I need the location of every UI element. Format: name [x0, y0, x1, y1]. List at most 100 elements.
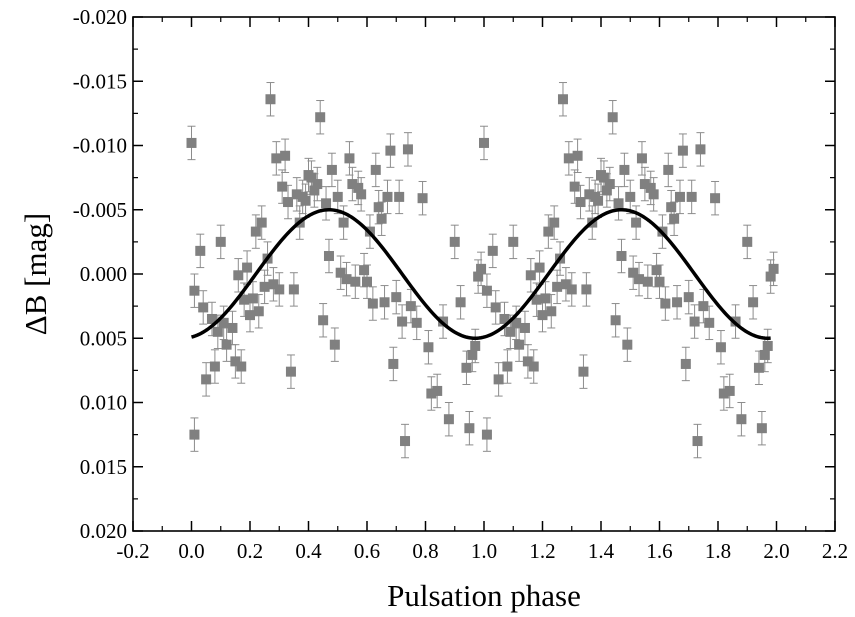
data-point	[245, 310, 255, 321]
data-point	[288, 284, 299, 295]
data-point	[367, 298, 378, 309]
data-point	[581, 284, 592, 295]
data-point	[566, 284, 577, 295]
data-point	[481, 429, 492, 440]
data-point	[546, 306, 557, 317]
data-point	[759, 349, 770, 360]
data-point	[552, 281, 563, 292]
y-tick-label: 0.000	[80, 262, 127, 286]
data-point	[271, 153, 282, 164]
y-tick-label: -0.015	[73, 69, 127, 93]
data-point	[323, 251, 334, 262]
data-point	[686, 191, 697, 202]
data-point	[502, 361, 513, 372]
data-point	[411, 317, 422, 328]
y-tick-label: 0.015	[80, 455, 127, 479]
data-point	[674, 191, 685, 202]
data-point	[557, 94, 568, 105]
data-point	[511, 317, 522, 328]
data-point	[221, 339, 232, 350]
data-point	[604, 179, 615, 190]
x-tick-label: 0.6	[354, 539, 380, 563]
data-point	[525, 270, 536, 281]
data-point	[464, 423, 475, 434]
data-point	[397, 316, 408, 327]
data-point	[560, 279, 571, 290]
x-axis-ticks: -0.2 0.0 0.2 0.4 0.6 0.8 1.0 1.2 1.4 1.6 1.8 2.0 2.2	[116, 17, 848, 563]
data-point	[265, 94, 276, 105]
data-point	[593, 195, 604, 206]
data-point	[698, 301, 709, 312]
data-point	[274, 284, 285, 295]
y-tick-label: -0.010	[73, 134, 127, 158]
data-point	[309, 185, 320, 196]
data-point	[400, 436, 411, 447]
data-point	[508, 236, 519, 247]
data-point	[718, 388, 729, 399]
data-point	[376, 213, 387, 224]
data-point	[189, 285, 200, 296]
data-point	[584, 189, 595, 200]
data-point	[391, 292, 402, 303]
data-point	[677, 145, 688, 156]
data-point	[385, 145, 396, 156]
data-point	[622, 339, 633, 350]
data-point	[569, 181, 580, 192]
x-tick-label: 0.4	[295, 539, 322, 563]
data-point	[242, 262, 253, 273]
data-point	[195, 245, 206, 256]
data-point	[487, 245, 498, 256]
data-point	[663, 164, 674, 175]
data-point	[648, 189, 659, 200]
data-point	[212, 326, 223, 337]
data-point	[473, 271, 484, 282]
y-axis-ticks: -0.020 -0.015 -0.010 -0.005 0.000 0.005 0.010 0…	[73, 5, 835, 543]
data-point	[379, 297, 390, 308]
data-point	[692, 436, 703, 447]
data-point	[198, 302, 209, 313]
data-point	[394, 191, 405, 202]
data-point	[710, 193, 721, 204]
data-point	[312, 179, 323, 190]
x-tick-label: 2.0	[763, 539, 789, 563]
data-point	[742, 236, 753, 247]
data-point	[642, 276, 653, 287]
data-point	[689, 316, 700, 327]
y-tick-label: 0.010	[80, 391, 127, 415]
data-point	[572, 150, 583, 161]
data-point	[748, 297, 759, 308]
data-point	[280, 150, 291, 161]
data-point	[768, 263, 779, 274]
data-point	[268, 279, 279, 290]
data-point	[598, 172, 609, 183]
sinusoidal-fit-curve	[191, 207, 771, 341]
data-point	[660, 298, 671, 309]
data-point	[236, 361, 247, 372]
data-point	[300, 195, 311, 206]
data-point	[680, 358, 691, 369]
data-point	[277, 181, 288, 192]
data-point	[695, 144, 706, 155]
data-point	[382, 191, 393, 202]
data-point	[291, 189, 302, 200]
data-point	[201, 374, 212, 385]
data-point	[490, 302, 501, 313]
x-tick-label: 1.6	[646, 539, 672, 563]
x-tick-label: 1.0	[471, 539, 497, 563]
data-point	[479, 137, 489, 148]
data-point	[578, 366, 589, 377]
data-point	[654, 276, 665, 287]
data-point	[601, 185, 612, 196]
data-point	[575, 197, 586, 208]
x-tick-label: 1.4	[588, 539, 615, 563]
data-point	[765, 271, 776, 282]
data-point	[233, 270, 244, 281]
data-point	[318, 315, 329, 326]
data-point	[499, 313, 510, 324]
data-point	[762, 340, 773, 351]
data-point	[540, 293, 551, 304]
data-point	[610, 315, 621, 326]
data-point	[528, 361, 539, 372]
data-point	[344, 153, 355, 164]
data-point	[625, 191, 636, 202]
